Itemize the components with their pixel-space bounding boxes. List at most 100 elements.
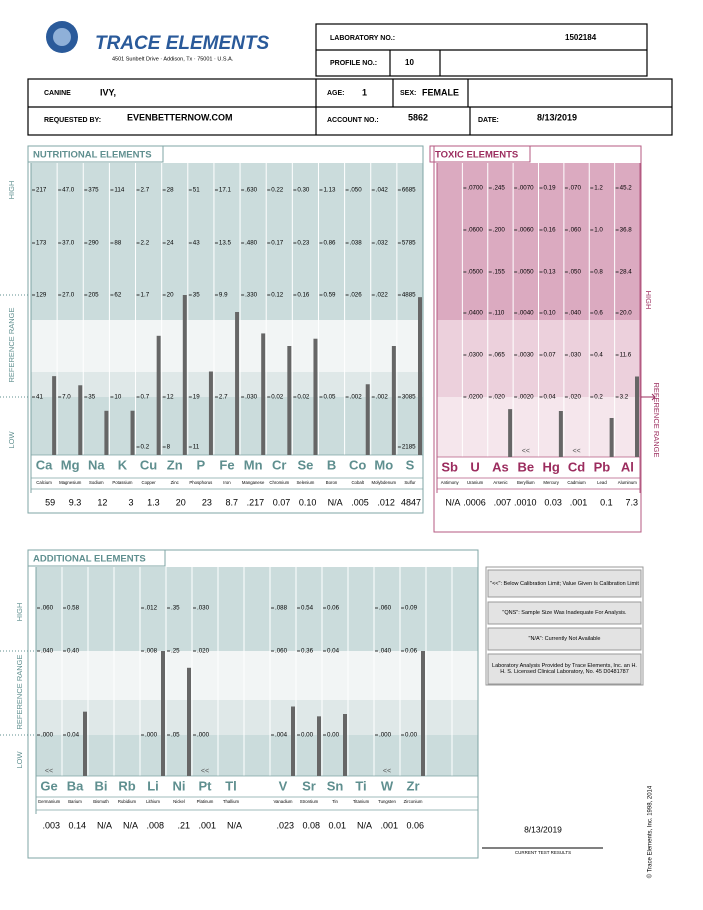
scale-label: .020	[493, 394, 506, 401]
element-result: .008	[146, 820, 164, 830]
reference-arrow	[641, 393, 656, 401]
element-symbol: Mg	[61, 457, 80, 472]
range-band	[31, 397, 423, 455]
element-result: 3	[129, 497, 134, 507]
element-symbol: Ba	[67, 778, 84, 793]
element-result: 9.3	[69, 497, 82, 507]
scale-label: .330	[245, 292, 258, 299]
scale-label: .008	[145, 648, 158, 655]
scale-label: 0.8	[594, 269, 603, 276]
below-limit-flag: <<	[522, 448, 530, 455]
result-bar	[609, 418, 614, 457]
section-title: ADDITIONAL ELEMENTS	[33, 554, 146, 565]
element-symbol: Ni	[173, 778, 186, 793]
element-result: N/A	[328, 497, 343, 507]
patient-date: 8/13/2019	[537, 112, 577, 122]
scale-label: .200	[493, 227, 506, 234]
company-name: TRACE ELEMENTS	[95, 33, 270, 54]
axis-label: LOW	[7, 431, 16, 449]
element-name: Uranium	[467, 480, 484, 485]
scale-label: 0.58	[67, 605, 80, 612]
section-title: TOXIC ELEMENTS	[435, 150, 518, 161]
scale-label: 2.7	[219, 394, 228, 401]
scale-label: 9.9	[219, 292, 228, 299]
element-result: 0.10	[299, 497, 317, 507]
result-bar	[235, 312, 240, 455]
scale-label: .0020	[518, 394, 534, 401]
scale-label: .030	[245, 394, 258, 401]
label: LABORATORY NO.:	[330, 35, 395, 42]
scale-label: .155	[493, 269, 506, 276]
element-symbol: Fe	[219, 457, 234, 472]
note-text: "QNS": Sample Size Was Inadequate For An…	[502, 610, 627, 616]
scale-label: 20	[167, 292, 174, 299]
element-name: Boron	[326, 480, 338, 485]
scale-label: 88	[114, 240, 121, 247]
scale-label: 0.04	[544, 394, 557, 401]
scale-label: .480	[245, 240, 258, 247]
element-name: Cadmium	[567, 480, 586, 485]
scale-label: 0.10	[544, 310, 557, 317]
footer-caption: CURRENT TEST RESULTS	[515, 850, 571, 855]
result-bar	[187, 667, 191, 776]
scale-label: .110	[493, 310, 505, 317]
scale-label: .004	[275, 732, 288, 739]
section-frame	[433, 145, 642, 533]
scale-label: 35	[193, 292, 200, 299]
value: 10	[405, 58, 414, 67]
scale-label: .060	[275, 648, 288, 655]
element-result: .003	[42, 820, 60, 830]
element-symbol: Na	[88, 457, 105, 472]
note-text: "N/A": Currently Not Available	[528, 636, 601, 642]
element-name: Zirconium	[404, 799, 423, 804]
axis-label: HIGH	[15, 603, 24, 622]
scale-label: 0.00	[405, 732, 418, 739]
element-name: Mercury	[543, 480, 559, 485]
element-result: N/A	[97, 820, 112, 830]
scale-label: 1.13	[323, 187, 336, 194]
patient-account-label: ACCOUNT NO.:	[327, 117, 379, 124]
scale-label: 20.0	[620, 310, 633, 317]
scale-label: 0.05	[323, 394, 336, 401]
axis-label: LOW	[15, 751, 24, 769]
element-result: 59	[45, 497, 55, 507]
scale-label: .060	[41, 605, 54, 612]
scale-label: 2185	[402, 444, 416, 451]
scale-label: 0.07	[544, 352, 557, 359]
element-name: Thallium	[223, 799, 240, 804]
result-bar	[208, 371, 213, 455]
value: 1502184	[565, 33, 597, 42]
element-result: .012	[377, 497, 395, 507]
scale-label: 0.00	[301, 732, 314, 739]
scale-label: .05	[171, 732, 180, 739]
scale-label: 11	[193, 444, 200, 451]
scale-label: .020	[197, 648, 210, 655]
axis-label: REFERENCE RANGE	[7, 307, 16, 382]
scale-label: 173	[36, 240, 47, 247]
scale-label: 0.4	[594, 352, 603, 359]
scale-label: 5785	[402, 240, 416, 247]
scale-label: 0.00	[327, 732, 340, 739]
element-result: .0010	[514, 497, 537, 507]
element-result: N/A	[445, 497, 460, 507]
result-bar	[52, 376, 57, 455]
element-result: .023	[276, 820, 294, 830]
scale-label: 0.06	[327, 605, 340, 612]
below-limit-flag: <<	[572, 448, 580, 455]
result-bar	[508, 409, 513, 457]
axis-label: REFERENCE RANGE	[15, 654, 24, 729]
element-result: 0.1	[600, 497, 613, 507]
result-bar	[558, 411, 563, 457]
scale-label: .022	[376, 292, 389, 299]
patient-sex: FEMALE	[422, 87, 459, 97]
patient-requested-by: EVENBETTERNOW.COM	[127, 112, 233, 122]
element-symbol: As	[492, 459, 509, 474]
note-text: "<<": Below Calibration Limit; Value Giv…	[490, 580, 639, 587]
result-bar	[83, 711, 87, 776]
axis-label: HIGH	[644, 291, 653, 310]
scale-label: .050	[569, 269, 582, 276]
scale-label: 51	[193, 187, 200, 194]
note: Laboratory Analysis Provided by Trace El…	[492, 663, 637, 675]
scale-label: 375	[88, 187, 99, 194]
